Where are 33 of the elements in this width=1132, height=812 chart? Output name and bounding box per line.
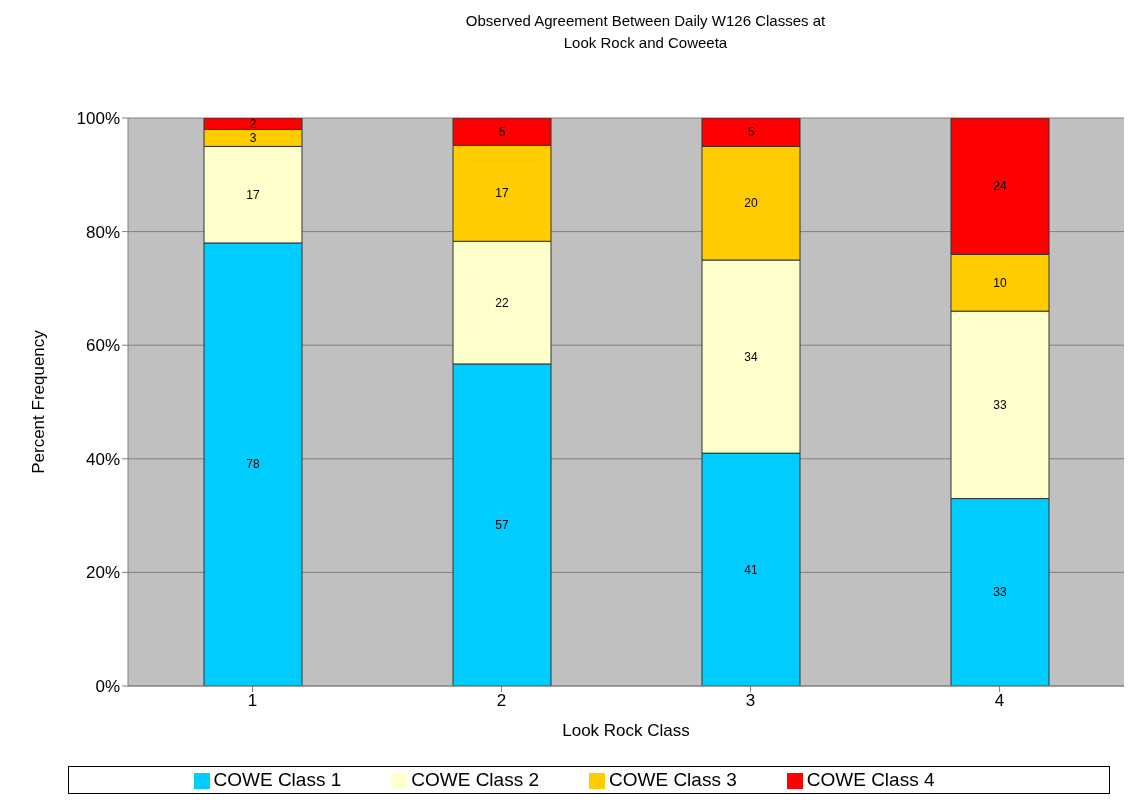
data-label: 78: [246, 457, 260, 472]
data-label: 17: [495, 186, 509, 201]
legend-label: COWE Class 2: [411, 769, 539, 790]
x-tick-label: 3: [745, 691, 756, 711]
y-tick-label: 80%: [85, 222, 120, 242]
x-axis-title: Look Rock Class: [562, 721, 690, 740]
chart-title: Observed Agreement Between Daily W126 Classes at Look Rock and Coweeta: [464, 11, 827, 53]
data-label: 17: [246, 187, 260, 202]
data-label: 2: [249, 116, 257, 131]
x-tick-label: 1: [247, 691, 258, 711]
legend-label: COWE Class 3: [609, 769, 737, 790]
y-tick-label: 60%: [85, 336, 120, 356]
data-label: 3: [249, 130, 257, 145]
data-label: 34: [744, 349, 758, 364]
data-label: 22: [495, 295, 509, 310]
data-label: 57: [495, 517, 509, 532]
data-label: 24: [993, 179, 1007, 194]
data-label: 33: [993, 397, 1007, 412]
data-label: 33: [993, 585, 1007, 600]
y-tick-label: 20%: [85, 563, 120, 583]
data-label: 20: [744, 196, 758, 211]
y-tick-label: 100%: [76, 109, 120, 129]
legend-label: COWE Class 1: [213, 769, 342, 790]
y-tick-label: 0%: [95, 677, 120, 697]
legend-label: COWE Class 4: [806, 769, 935, 790]
y-axis-title: Percent Frequency: [29, 329, 49, 474]
x-tick-label: 2: [496, 691, 507, 711]
data-label: 5: [498, 124, 506, 139]
y-tick-label: 40%: [85, 449, 120, 469]
data-label: 10: [993, 275, 1007, 290]
data-label: 41: [744, 562, 758, 577]
x-tick-label: 4: [994, 691, 1005, 711]
data-label: 5: [747, 125, 755, 140]
